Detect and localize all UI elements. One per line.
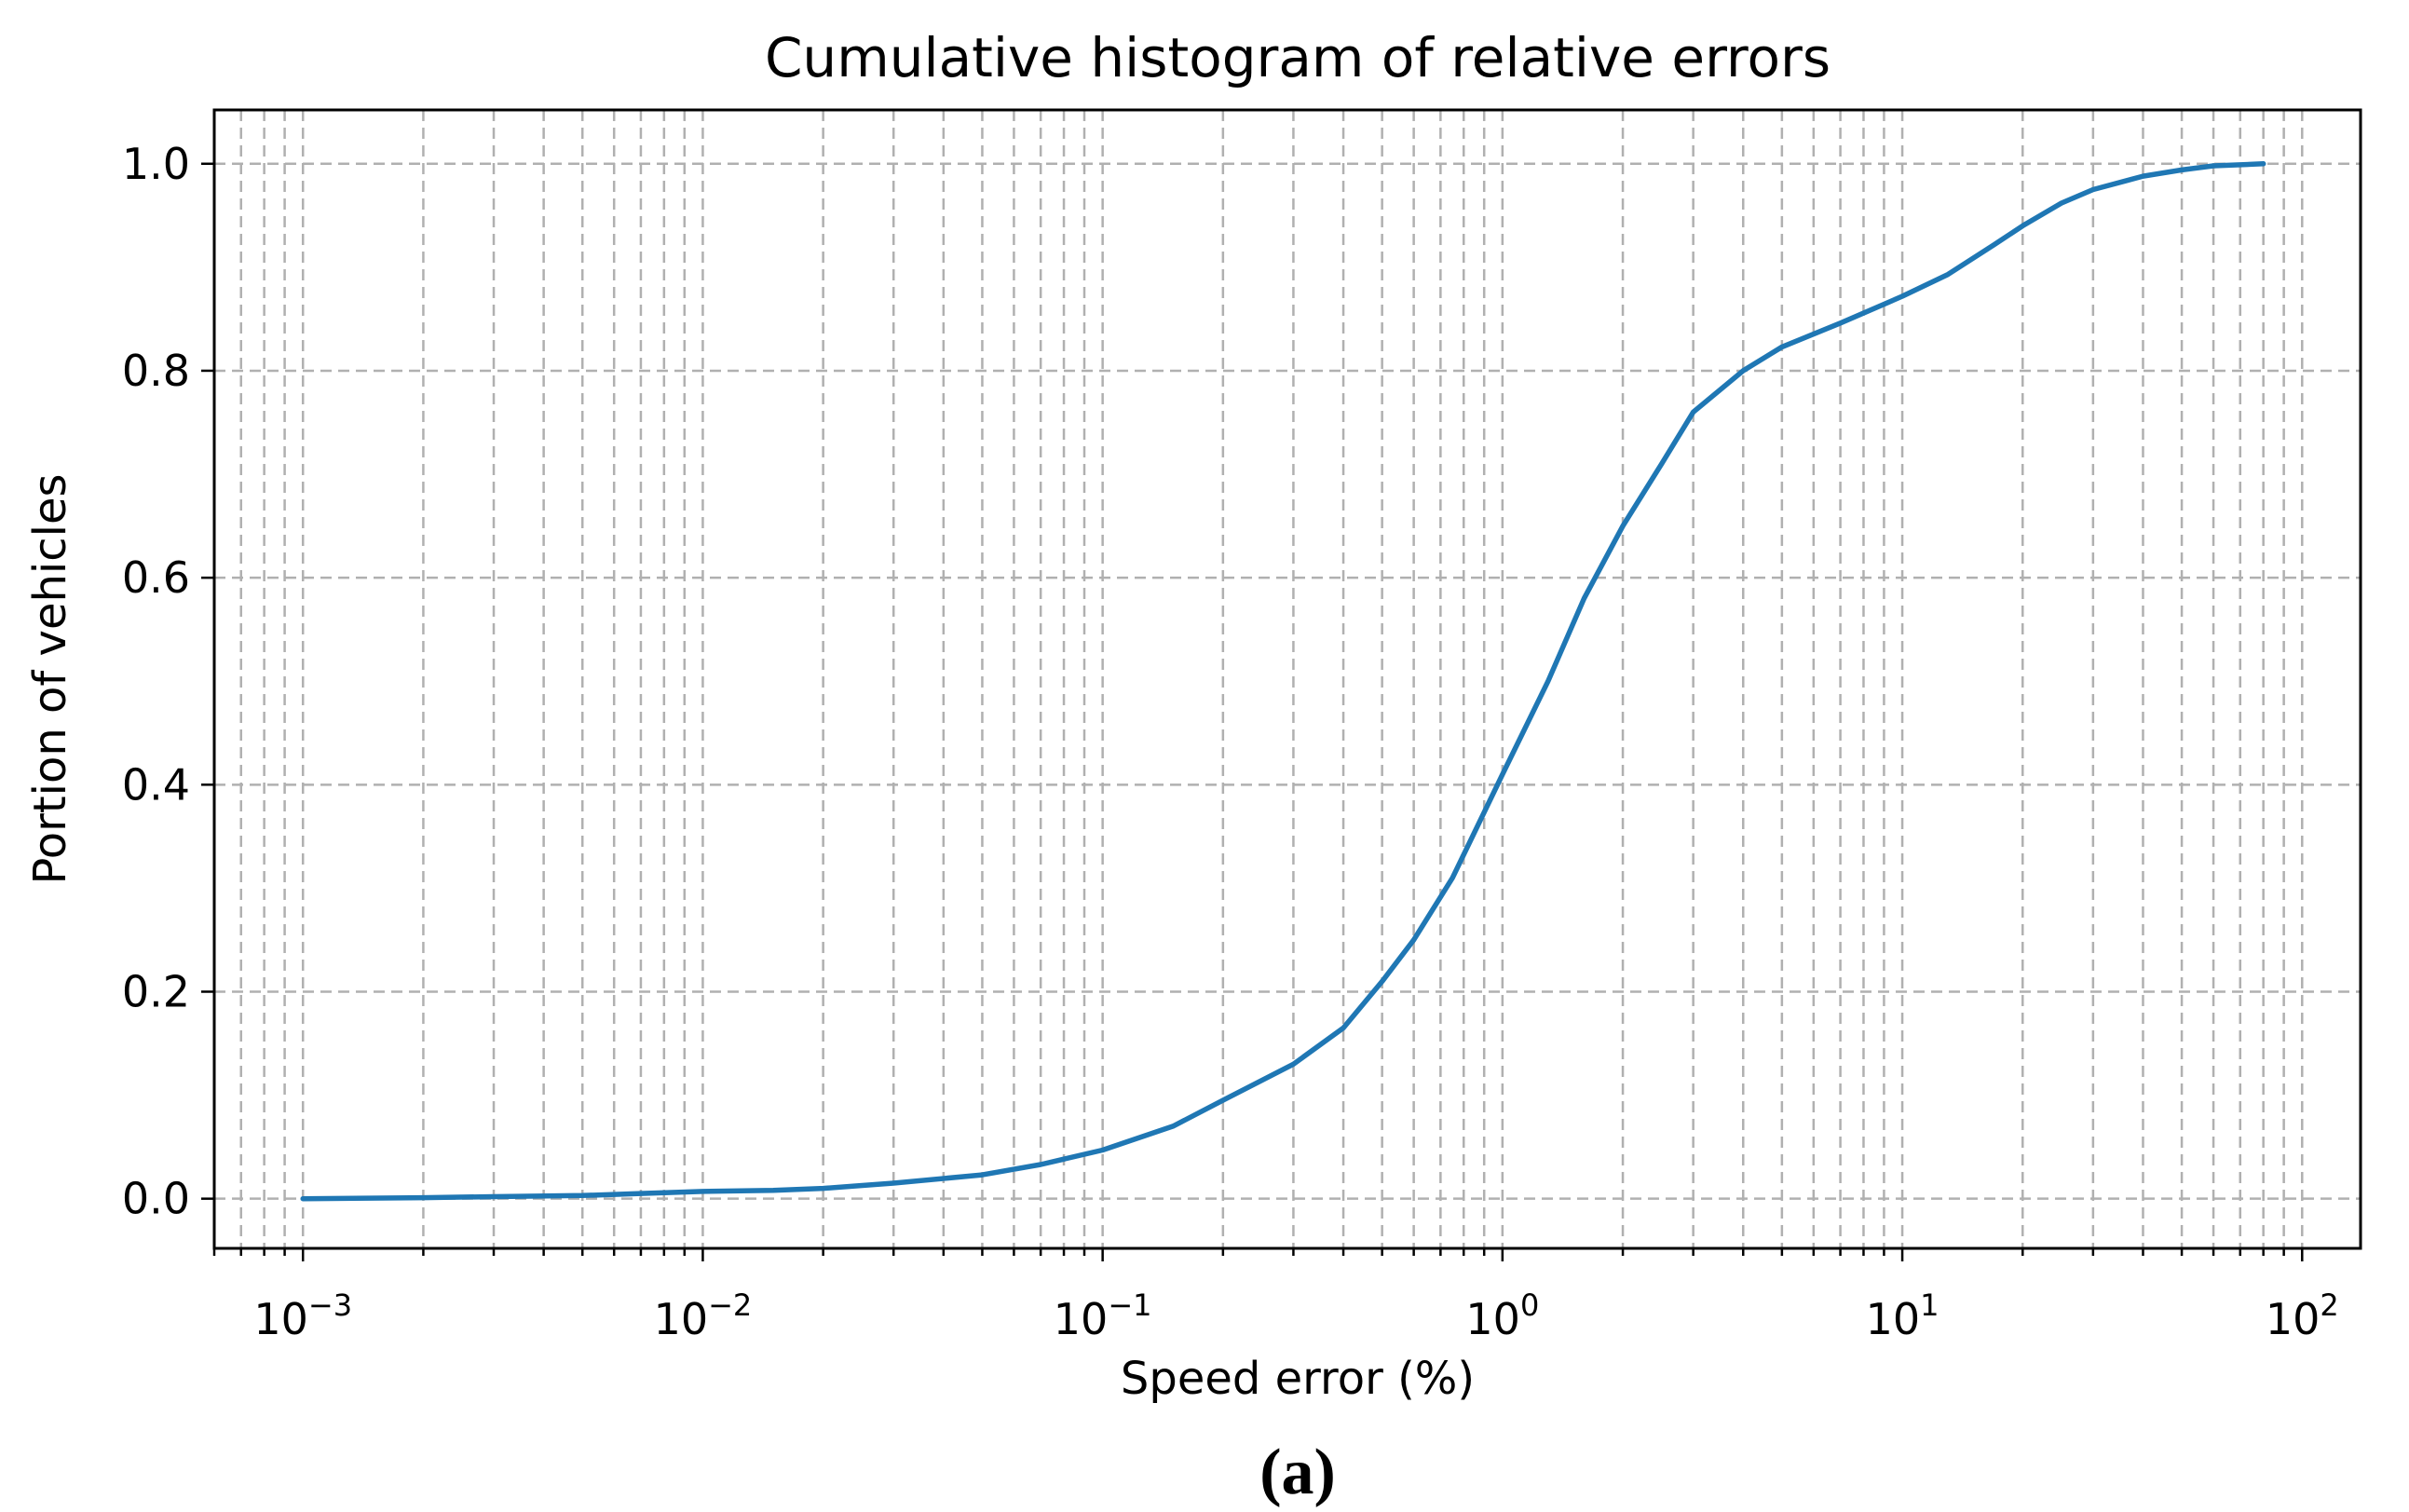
y-tick-label: 0.6	[122, 552, 190, 603]
x-tick-base: 10	[1866, 1294, 1921, 1344]
x-tick-exponent: 1	[1920, 1287, 1939, 1323]
chart-title: Cumulative histogram of relative errors	[765, 26, 1831, 89]
y-tick-labels: 0.0 0.2 0.4 0.6 0.8 1.0	[122, 139, 190, 1224]
y-tick-label: 0.4	[122, 759, 190, 810]
grid	[212, 110, 2361, 1248]
x-tick-base: 10	[2266, 1294, 2321, 1344]
x-tick-exponent: 2	[2320, 1287, 2338, 1323]
x-tick-exponent: −2	[708, 1287, 752, 1323]
x-tick-exponent: 0	[1520, 1287, 1539, 1323]
ticks	[201, 162, 2304, 1261]
x-tick-label: 101	[1866, 1287, 1939, 1344]
x-tick-base: 10	[1465, 1294, 1520, 1344]
y-tick-label: 0.8	[122, 346, 190, 396]
x-tick-base: 10	[1054, 1294, 1109, 1344]
x-tick-base: 10	[654, 1294, 709, 1344]
x-tick-labels: 10−3 10−2 10−1 100 101 102	[253, 1287, 2338, 1344]
x-tick-label: 10−1	[1054, 1287, 1152, 1344]
x-tick-label: 102	[2266, 1287, 2339, 1344]
y-tick-label: 1.0	[122, 139, 190, 189]
x-tick-label: 100	[1465, 1287, 1539, 1344]
x-axis-label: Speed error (%)	[1121, 1353, 1475, 1405]
x-tick-base: 10	[253, 1294, 308, 1344]
x-tick-exponent: −3	[308, 1287, 352, 1323]
y-axis-label: Portion of vehicles	[24, 473, 76, 884]
figure-caption: (a)	[1259, 1437, 1336, 1508]
plot-frame	[212, 108, 2362, 1250]
y-tick-label: 0.0	[122, 1174, 190, 1224]
x-tick-label: 10−3	[253, 1287, 352, 1344]
x-tick-label: 10−2	[654, 1287, 753, 1344]
series-layer	[300, 161, 2266, 1202]
x-tick-exponent: −1	[1108, 1287, 1151, 1323]
y-tick-label: 0.2	[122, 966, 190, 1016]
series-line	[300, 161, 2266, 1202]
